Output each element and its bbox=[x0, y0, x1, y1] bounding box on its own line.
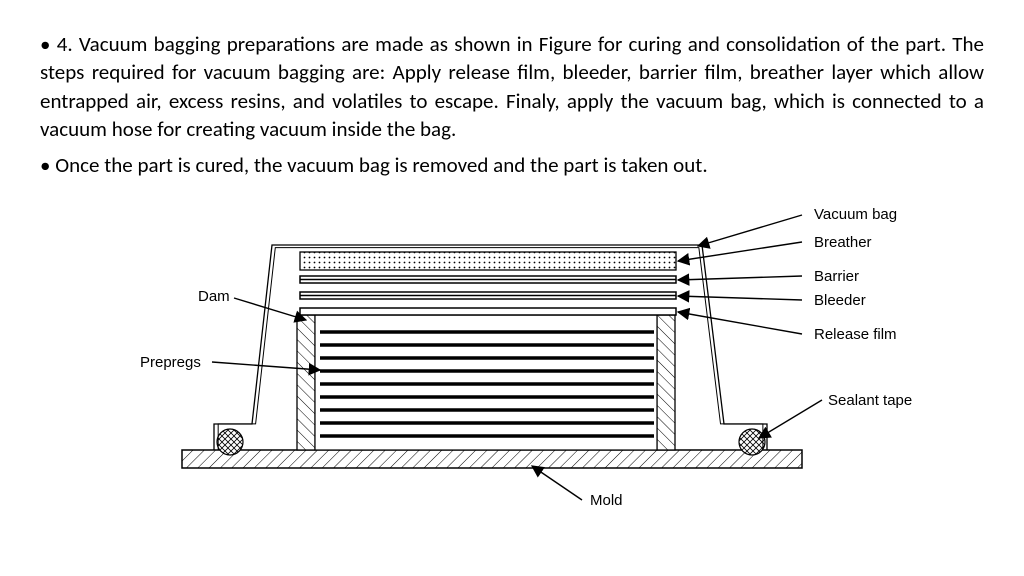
label-vacuum-bag: Vacuum bag bbox=[814, 206, 897, 223]
paragraph-1: 4. Vacuum bagging preparations are made … bbox=[40, 30, 984, 143]
label-prepregs: Prepregs bbox=[140, 354, 201, 371]
label-mold: Mold bbox=[590, 492, 623, 509]
label-bleeder: Bleeder bbox=[814, 292, 866, 309]
paragraph-2: Once the part is cured, the vacuum bag i… bbox=[40, 151, 984, 179]
label-dam: Dam bbox=[198, 288, 230, 305]
label-sealant-tape: Sealant tape bbox=[828, 392, 912, 409]
vacuum-bag-diagram: Vacuum bag Breather Barrier Bleeder Rele… bbox=[102, 190, 922, 520]
label-breather: Breather bbox=[814, 234, 872, 251]
label-barrier: Barrier bbox=[814, 268, 859, 285]
diagram-svg bbox=[102, 190, 922, 520]
label-release-film: Release film bbox=[814, 326, 897, 343]
